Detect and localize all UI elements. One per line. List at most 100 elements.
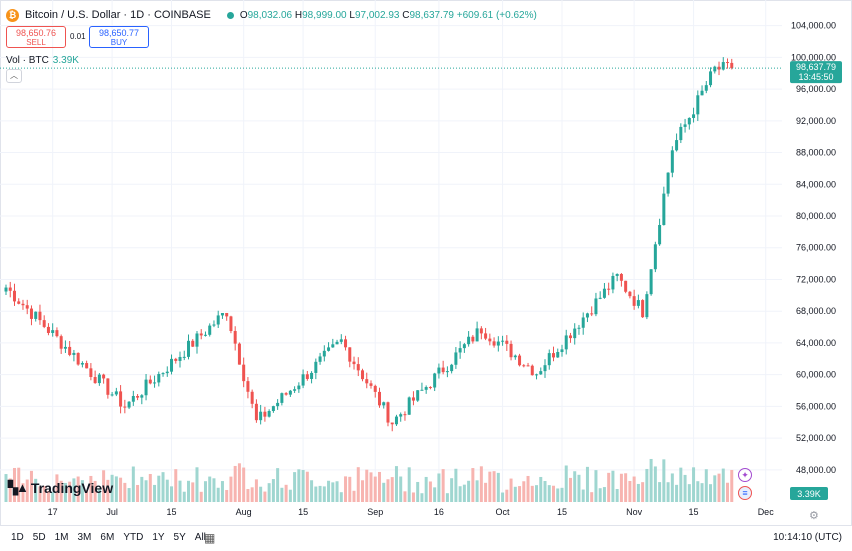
candle xyxy=(585,313,589,318)
range-button-1y[interactable]: 1Y xyxy=(152,532,165,543)
volume-bar xyxy=(220,481,224,502)
candle xyxy=(577,327,581,329)
volume-bar xyxy=(267,483,271,502)
candle xyxy=(479,328,483,334)
volume-bar xyxy=(263,491,267,502)
candle xyxy=(450,364,454,372)
y-tick-label: 60,000.00 xyxy=(796,370,836,380)
candle xyxy=(203,334,207,336)
volume-bar xyxy=(653,466,657,502)
candle xyxy=(564,335,568,350)
candle xyxy=(157,373,161,383)
candle xyxy=(679,126,683,141)
volume-bar xyxy=(730,469,734,502)
symbol-title[interactable]: Bitcoin / U.S. Dollar · 1D · COINBASE xyxy=(25,9,211,21)
volume-bar xyxy=(522,481,526,502)
last-price-value: 98,637.79 xyxy=(796,62,836,72)
volume-bar xyxy=(68,481,72,502)
candle xyxy=(615,273,619,276)
candle xyxy=(165,371,169,374)
us-flag-icon[interactable]: ≡ xyxy=(738,486,752,500)
y-tick-label: 80,000.00 xyxy=(796,211,836,221)
volume-bar xyxy=(365,469,369,502)
candle xyxy=(220,312,224,316)
range-selector: 1D 5D 1M 3M 6M YTD 1Y 5Y All xyxy=(11,532,206,543)
range-button-1m[interactable]: 1M xyxy=(54,532,69,543)
range-button-all[interactable]: All xyxy=(194,532,206,543)
candle xyxy=(339,339,343,342)
volume-bar xyxy=(577,474,581,502)
candle xyxy=(594,298,598,315)
candle xyxy=(403,414,407,416)
price-chart[interactable]: 104,000.00 100,000.00 96,000.00 92,000.00 88… xyxy=(0,0,852,525)
add-indicator-icon[interactable]: ✦ xyxy=(738,468,752,482)
volume-bar xyxy=(123,482,127,502)
x-tick-label: Aug xyxy=(236,507,252,517)
candle xyxy=(331,344,335,348)
countdown-timer: 13:45:50 xyxy=(798,72,833,82)
range-button-6m[interactable]: 6M xyxy=(100,532,115,543)
volume-bar xyxy=(709,484,713,502)
candle xyxy=(51,330,55,333)
volume-bar xyxy=(131,466,135,502)
volume-bar xyxy=(433,487,437,502)
candle xyxy=(12,290,16,302)
candle xyxy=(174,358,178,361)
volume-bar xyxy=(339,492,343,502)
volume-bar xyxy=(335,481,339,502)
volume-bar xyxy=(178,480,182,502)
sell-button[interactable]: 98,650.76 SELL xyxy=(6,26,66,48)
volume-bar xyxy=(594,470,598,502)
candle xyxy=(233,331,237,344)
volume-bar xyxy=(174,469,178,502)
volume-bar xyxy=(4,474,8,502)
volume-bar xyxy=(526,475,530,502)
volume-bar xyxy=(271,479,275,502)
volume-bar xyxy=(611,470,615,502)
candle xyxy=(696,95,700,115)
volume-bar xyxy=(441,469,445,502)
range-button-ytd[interactable]: YTD xyxy=(123,532,144,543)
candle xyxy=(428,387,432,389)
volume-legend[interactable]: Vol · BTC 3.39K xyxy=(6,55,79,66)
volume-bar xyxy=(445,493,449,502)
volume-bar xyxy=(568,477,572,502)
bitcoin-icon: ₿ xyxy=(6,8,19,22)
volume-bar xyxy=(110,474,114,502)
candle xyxy=(632,296,636,306)
collapse-legend-icon[interactable]: ︿ xyxy=(6,69,22,83)
buy-button[interactable]: 98,650.77 BUY xyxy=(89,26,149,48)
candle xyxy=(85,363,89,369)
range-button-5d[interactable]: 5D xyxy=(32,532,46,543)
candle xyxy=(394,416,398,425)
volume-bar xyxy=(191,482,195,502)
tradingview-logo-icon: ▚▲ xyxy=(8,480,29,495)
utc-clock[interactable]: 10:14:10 (UTC) xyxy=(773,532,842,543)
range-button-5y[interactable]: 5Y xyxy=(173,532,186,543)
volume-bar xyxy=(501,492,505,502)
calendar-icon[interactable]: ▦ xyxy=(204,531,216,545)
volume-bar xyxy=(373,476,377,502)
range-button-3m[interactable]: 3M xyxy=(77,532,92,543)
volume-bar xyxy=(658,482,662,502)
candle xyxy=(344,339,348,348)
candle xyxy=(106,378,110,395)
x-tick-label: 15 xyxy=(557,507,567,517)
volume-bar xyxy=(327,480,331,502)
volume-bar xyxy=(590,492,594,502)
volume-bar xyxy=(670,473,674,502)
candle xyxy=(110,394,114,396)
volume-bar xyxy=(212,478,216,502)
candle xyxy=(560,349,564,353)
tradingview-logo[interactable]: ▚▲ TradingView xyxy=(8,480,114,496)
candle xyxy=(242,364,246,382)
range-button-1d[interactable]: 1D xyxy=(11,532,24,543)
candle xyxy=(161,373,165,375)
volume-bar xyxy=(547,485,551,502)
candle xyxy=(369,383,373,386)
candle xyxy=(530,365,534,376)
candle xyxy=(297,385,301,390)
volume-bar xyxy=(203,481,207,502)
settings-icon[interactable]: ⚙ xyxy=(809,510,819,522)
candle xyxy=(301,374,305,386)
